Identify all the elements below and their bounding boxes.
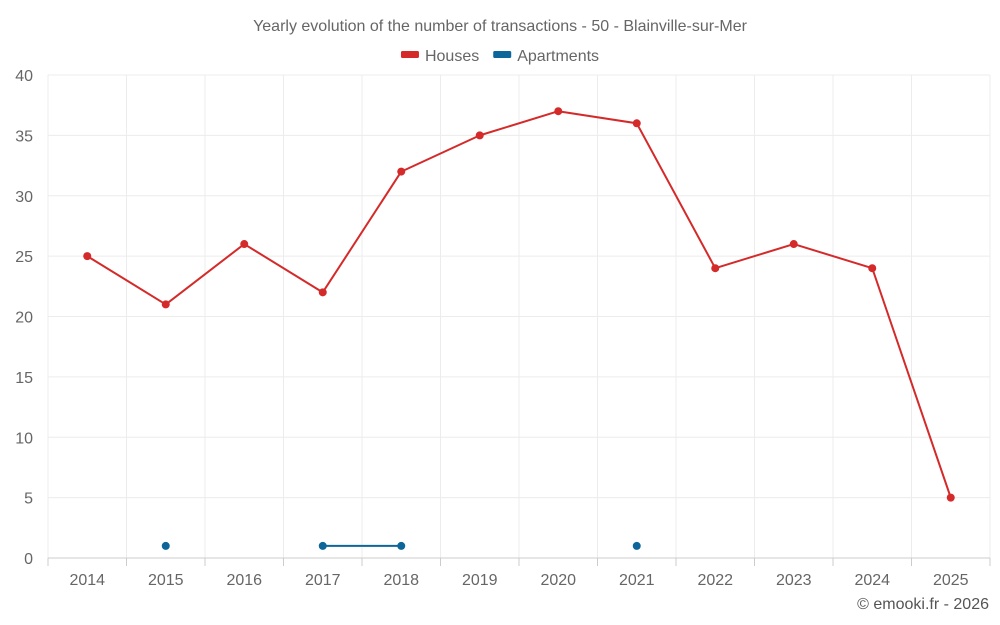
y-tick-label: 5 [24,491,33,508]
data-point[interactable] [397,541,406,550]
x-tick-label: 2018 [383,572,419,589]
series-line [86,110,952,498]
y-tick-label: 0 [24,551,33,568]
credit-text: © emooki.fr - 2026 [857,596,989,613]
data-point[interactable] [475,131,484,140]
data-point[interactable] [161,541,170,550]
x-tick-label: 2014 [69,572,105,589]
data-point[interactable] [789,240,798,249]
y-tick-label: 10 [15,430,33,447]
legend-label: Houses [425,48,479,65]
x-tick-label: 2022 [697,572,733,589]
legend-swatch [400,51,419,58]
grid [47,74,991,558]
data-point[interactable] [318,288,327,297]
y-tick-label: 35 [15,128,33,145]
x-tick-label: 2015 [148,572,184,589]
y-tick-label: 15 [15,370,33,387]
data-point[interactable] [397,167,406,176]
data-point[interactable] [161,300,170,309]
x-tick-label: 2020 [540,572,576,589]
data-point[interactable] [868,264,877,273]
y-tick-label: 25 [15,249,33,266]
data-point[interactable] [240,240,249,249]
x-tick-label: 2023 [776,572,812,589]
chart-title: Yearly evolution of the number of transa… [253,18,748,35]
x-tick-label: 2024 [854,572,890,589]
series [83,107,955,550]
x-tick-label: 2025 [933,572,969,589]
legend-label: Apartments [517,48,599,65]
legend: Houses Apartments [400,48,599,65]
x-tick-label: 2016 [226,572,262,589]
data-point[interactable] [83,252,92,261]
legend-swatch [493,51,512,58]
data-point[interactable] [711,264,720,273]
x-tick-label: 2021 [619,572,655,589]
y-tick-label: 40 [15,68,33,85]
data-point[interactable] [632,119,641,128]
data-point[interactable] [946,493,955,502]
data-point[interactable] [632,541,641,550]
series-houses [83,107,955,502]
y-tick-label: 30 [15,189,33,206]
x-tick-label: 2019 [462,572,498,589]
x-tick-label: 2017 [305,572,341,589]
data-point[interactable] [318,541,327,550]
y-tick-label: 20 [15,310,33,327]
series-apartments [161,541,641,550]
data-point[interactable] [554,107,563,116]
